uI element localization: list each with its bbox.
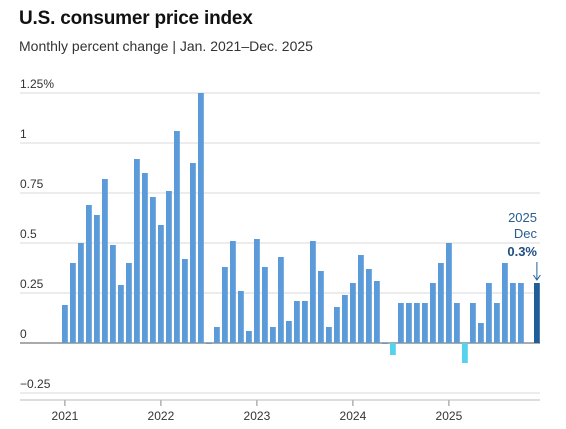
bar [454,303,460,343]
bar [78,243,84,343]
bar [406,303,412,343]
bar [478,323,484,343]
bar [318,271,324,343]
bar [334,307,340,343]
bar [158,225,164,343]
bar [190,163,196,343]
bar [422,303,428,343]
bar [142,173,148,343]
bar [206,343,212,344]
callout-arrowhead-icon [532,274,541,281]
y-tick-label: 1 [20,127,27,141]
x-tick-label: 2025 [436,409,463,423]
bar [110,245,116,343]
bar [102,179,108,343]
bar [310,241,316,343]
y-tick-label: 0.75 [20,177,44,191]
bar [374,281,380,343]
chart-title: U.S. consumer price index [19,8,253,29]
bar [230,241,236,343]
bar [430,283,436,343]
bar [270,327,276,343]
bar [278,257,284,343]
bar [358,255,364,343]
bar [326,327,332,343]
bar [198,93,204,343]
bar [366,269,372,343]
bar [462,343,468,363]
bar [446,243,452,343]
bar [118,285,124,343]
bar [150,197,156,343]
bar [238,291,244,343]
bar [518,283,524,343]
callout-month: Dec [514,226,538,241]
bar [302,301,308,343]
bar-latest [534,283,540,343]
bar [134,159,140,343]
bar [262,267,268,343]
bar [502,263,508,343]
bar [342,295,348,343]
bar [510,283,516,343]
x-tick-label: 2024 [340,409,367,423]
bar [254,239,260,343]
bar [222,267,228,343]
bar [398,303,404,343]
y-tick-label: −0.25 [20,377,51,391]
bar [246,331,252,343]
bar [438,263,444,343]
bar [86,205,92,343]
y-tick-label: 0.5 [20,227,37,241]
callout-year: 2025 [508,210,537,225]
y-tick-label: 0 [20,327,27,341]
bar [494,303,500,343]
x-tick-label: 2021 [52,409,79,423]
bar [94,215,100,343]
bar [286,321,292,343]
bar [382,343,388,344]
bar [62,305,68,343]
chart-subtitle: Monthly percent change | Jan. 2021–Dec. … [19,38,313,54]
x-tick-label: 2023 [244,409,271,423]
y-tick-label: 0.25 [20,277,44,291]
bar [126,263,132,343]
bar [174,131,180,343]
bar [214,327,220,343]
bar [350,283,356,343]
x-tick-label: 2022 [148,409,175,423]
bar [70,263,76,343]
bar [182,259,188,343]
bar [414,303,420,343]
bar [166,191,172,343]
bar [390,343,396,355]
y-tick-label: 1.25% [20,77,54,91]
callout-value: 0.3% [507,244,537,259]
bar [486,283,492,343]
bar [470,303,476,343]
bar [294,301,300,343]
